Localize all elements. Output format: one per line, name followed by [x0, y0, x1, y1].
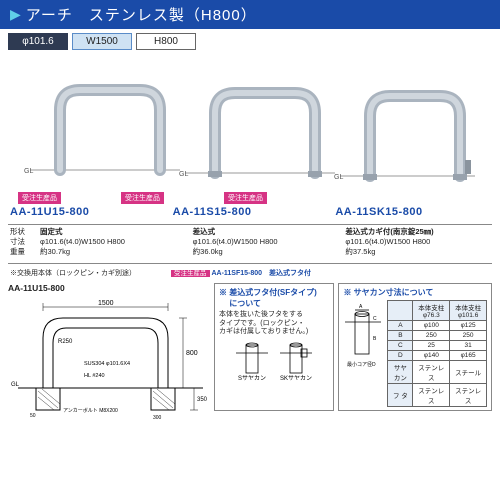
header-arrow-icon: ▶	[10, 6, 22, 23]
spec-table: 形状 寸法 重量 固定式 φ101.6(t4.0)W1500 H800 約30.…	[0, 227, 500, 261]
svg-text:SUS304 φ101.6X4: SUS304 φ101.6X4	[84, 361, 130, 367]
svg-text:1500: 1500	[98, 300, 114, 307]
type-2: 差込式	[193, 227, 338, 237]
model-code-1: AA-11U15-800	[10, 206, 165, 218]
svg-text:SKサヤカン: SKサヤカン	[280, 375, 312, 381]
dim-3: φ101.6(t4.0)W1500 H800	[345, 237, 490, 247]
sayakan-title: ※ サヤカン寸法について	[343, 287, 487, 298]
foot-note: ※交換用本体（ロックピン・カギ別途） 受注生産品 AA-11SF15-800 差…	[0, 266, 500, 279]
dim-1: φ101.6(t4.0)W1500 H800	[40, 237, 185, 247]
weight-2: 約36.0kg	[193, 247, 338, 257]
svg-text:GL: GL	[11, 382, 20, 388]
label-dim: 寸法	[10, 237, 40, 247]
pill-diameter: φ101.6	[8, 33, 68, 50]
sf-title: ※ 差込式フタ付(SFタイプ) について	[219, 287, 329, 309]
label-weight: 重量	[10, 247, 40, 257]
svg-text:C: C	[373, 316, 377, 322]
svg-text:アンカーボルト M8X200: アンカーボルト M8X200	[63, 407, 118, 414]
badge-2: 受注生産品	[121, 192, 164, 204]
sf-info-box: ※ 差込式フタ付(SFタイプ) について 本体を抜いた後フタをする タイプです。…	[214, 283, 334, 411]
title-bar: ▶ アーチ ステンレス製（H800）	[0, 0, 500, 29]
svg-text:最小コア径D: 最小コア径D	[347, 361, 376, 368]
sayakan-dim-icon: A B C 最小コア径D	[343, 300, 383, 370]
dim-2: φ101.6(t4.0)W1500 H800	[193, 237, 338, 247]
svg-text:GL: GL	[334, 174, 343, 181]
svg-text:800: 800	[186, 350, 198, 357]
svg-text:A: A	[359, 304, 363, 310]
svg-text:350: 350	[197, 397, 208, 403]
svg-text:300: 300	[153, 415, 162, 421]
label-type: 形状	[10, 227, 40, 237]
svg-text:R250: R250	[58, 339, 73, 345]
page-title: アーチ ステンレス製（H800）	[26, 4, 257, 25]
badge-1: 受注生産品	[18, 192, 61, 204]
sf-body: 本体を抜いた後フタをする タイプです。(ロックピン・ カギは付属しておりません｡…	[219, 311, 329, 336]
svg-text:GL: GL	[179, 171, 188, 178]
weight-3: 約37.5kg	[345, 247, 490, 257]
spec-pills: φ101.6 W1500 H800	[0, 29, 500, 54]
engineering-drawing: AA-11U15-800	[8, 283, 208, 423]
type-3: 差込式カギ付(南京錠25㎜)	[345, 227, 490, 237]
type-1: 固定式	[40, 227, 185, 237]
sayakan-info-box: ※ サヤカン寸法について A B C 最小コア径D	[338, 283, 492, 411]
svg-text:50: 50	[30, 413, 36, 419]
svg-text:GL: GL	[24, 168, 33, 175]
s-sayakan-icon: Sサヤカン	[232, 339, 272, 381]
pill-width: W1500	[72, 33, 132, 50]
badges-row: 受注生産品 受注生産品 受注生産品	[0, 192, 500, 204]
models-row: AA-11U15-800 AA-11S15-800 AA-11SK15-800	[0, 204, 500, 222]
sk-sayakan-icon: SKサヤカン	[276, 339, 316, 381]
weight-1: 約30.7kg	[40, 247, 185, 257]
svg-text:HL #240: HL #240	[84, 373, 105, 379]
svg-text:B: B	[373, 336, 377, 342]
product-illustration: GL GL GL	[0, 54, 500, 192]
sayakan-table: 本体支柱 φ76.3 本体支柱 φ101.6 Aφ100φ125 B250250…	[387, 300, 487, 407]
pill-height: H800	[136, 33, 196, 50]
bottom-section: AA-11U15-800	[0, 279, 500, 427]
model-code-2: AA-11S15-800	[173, 206, 328, 218]
badge-3: 受注生産品	[224, 192, 267, 204]
model-code-3: AA-11SK15-800	[335, 206, 490, 218]
svg-text:Sサヤカン: Sサヤカン	[238, 375, 266, 381]
